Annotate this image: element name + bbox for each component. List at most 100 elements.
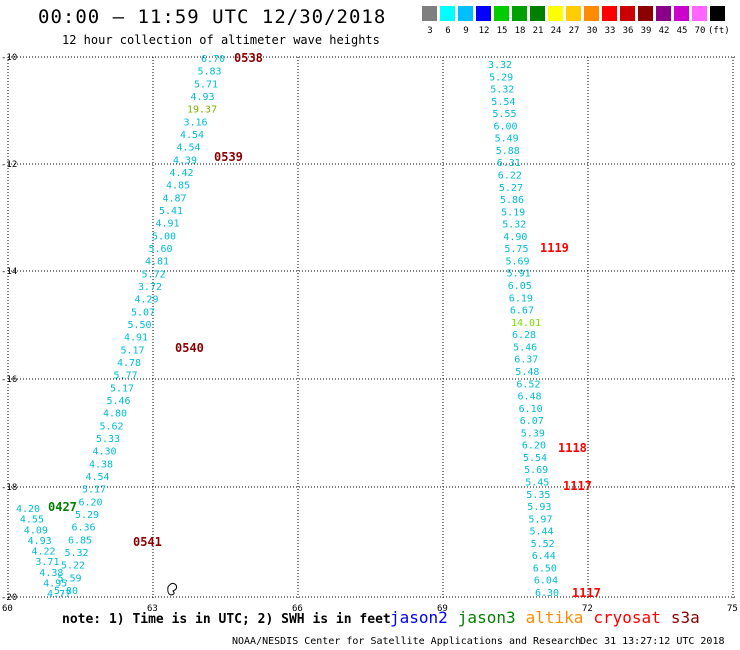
wave-height-value: 4.38 bbox=[39, 568, 63, 579]
altimeter-tracks: 6.705.835.714.9319.373.164.544.544.394.4… bbox=[16, 54, 559, 600]
wave-height-value: 5.00 bbox=[152, 231, 176, 242]
satellite-legend-item: altika bbox=[525, 608, 584, 627]
wave-height-value: 6.67 bbox=[510, 306, 534, 317]
wave-height-value: 5.48 bbox=[515, 367, 539, 378]
scale-label: 3 bbox=[427, 26, 433, 36]
scale-swatch bbox=[476, 6, 491, 21]
wave-height-value: 3.72 bbox=[138, 282, 162, 293]
page-subtitle: 12 hour collection of altimeter wave hei… bbox=[62, 33, 380, 47]
wave-height-value: 6.44 bbox=[532, 551, 556, 562]
wave-height-value: 5.91 bbox=[507, 269, 531, 280]
wave-height-value: 4.95 bbox=[43, 578, 67, 589]
wave-height-value: 4.22 bbox=[32, 547, 56, 558]
wave-height-value: 6.10 bbox=[519, 404, 543, 415]
wave-height-value: 5.49 bbox=[495, 134, 519, 145]
wave-height-value: 5.29 bbox=[75, 510, 99, 521]
wave-height-value: 5.55 bbox=[492, 109, 516, 120]
wave-height-value: 6.00 bbox=[494, 121, 518, 132]
satellite-legend: jason2 jason3 altika cryosat s3a bbox=[390, 608, 710, 627]
wave-height-value: 5.75 bbox=[504, 244, 528, 255]
wave-height-value: 5.52 bbox=[531, 539, 555, 550]
lon-label: 72 bbox=[582, 604, 593, 614]
lon-label: 63 bbox=[147, 604, 158, 614]
wave-height-value: 4.20 bbox=[16, 504, 40, 515]
scale-swatch bbox=[602, 6, 617, 21]
wave-height-value: 14.01 bbox=[511, 318, 541, 329]
scale-swatch bbox=[440, 6, 455, 21]
scale-swatch bbox=[656, 6, 671, 21]
wave-height-value: 4.90 bbox=[503, 232, 527, 243]
wave-height-value: 5.69 bbox=[524, 465, 548, 476]
pass-time-label: 0538 bbox=[234, 51, 263, 65]
wave-height-value: 5.72 bbox=[142, 269, 166, 280]
wave-height-value: 4.87 bbox=[163, 193, 187, 204]
scale-label: 21 bbox=[532, 26, 544, 36]
wave-height-value: 4.38 bbox=[89, 459, 113, 470]
wave-height-value: 6.85 bbox=[68, 535, 92, 546]
wave-height-value: 6.20 bbox=[522, 441, 546, 452]
wave-height-value: 6.37 bbox=[514, 355, 538, 366]
lon-label: 69 bbox=[437, 604, 448, 614]
wave-height-value: 5.22 bbox=[61, 561, 85, 572]
scale-label: 42 bbox=[658, 26, 670, 36]
scale-swatch bbox=[692, 6, 707, 21]
pass-time-label: 1117 bbox=[572, 586, 601, 600]
wave-height-value: 6.30 bbox=[535, 588, 559, 599]
timestamp-text: Dec 31 13:27:12 UTC 2018 bbox=[580, 636, 725, 647]
satellite-legend-item: cryosat bbox=[593, 608, 661, 627]
wave-height-value: 5.80 bbox=[54, 586, 78, 597]
wave-height-value: 4.81 bbox=[145, 257, 169, 268]
wave-height-value: 4.91 bbox=[124, 333, 148, 344]
scale-label: 6 bbox=[445, 26, 451, 36]
scale-label: 70 bbox=[694, 26, 706, 36]
wave-height-value: 3.32 bbox=[488, 60, 512, 71]
wave-height-value: 4.55 bbox=[20, 515, 44, 526]
wave-height-value: 6.52 bbox=[516, 379, 540, 390]
pass-time-label: 1117 bbox=[563, 479, 592, 493]
scale-swatch bbox=[422, 6, 437, 21]
scale-label: 33 bbox=[604, 26, 616, 36]
wave-height-value: 19.37 bbox=[187, 105, 217, 116]
scale-swatch bbox=[674, 6, 689, 21]
island-marker bbox=[167, 582, 178, 596]
wave-height-value: 5.86 bbox=[500, 195, 524, 206]
scale-swatch bbox=[458, 6, 473, 21]
scale-label: 30 bbox=[586, 26, 598, 36]
credit-text: NOAA/NESDIS Center for Satellite Applica… bbox=[232, 636, 582, 647]
wave-height-value: 4.54 bbox=[86, 472, 110, 483]
wave-height-value: 5.83 bbox=[198, 67, 222, 78]
wave-height-value: 6.70 bbox=[201, 54, 225, 65]
wave-height-value: 5.07 bbox=[131, 307, 155, 318]
pass-time-label: 1118 bbox=[558, 441, 587, 455]
scale-label: 39 bbox=[640, 26, 652, 36]
wave-height-value: 5.41 bbox=[159, 206, 183, 217]
scale-swatch bbox=[512, 6, 527, 21]
wave-height-value: 6.31 bbox=[497, 158, 521, 169]
wave-height-value: 5.33 bbox=[96, 434, 120, 445]
lat-label: -18 bbox=[1, 483, 17, 493]
wave-height-value: 5.46 bbox=[107, 396, 131, 407]
wave-height-value: 5.27 bbox=[499, 183, 523, 194]
wave-height-value: 5.88 bbox=[496, 146, 520, 157]
wave-height-value: 6.19 bbox=[509, 293, 533, 304]
wave-height-value: 5.77 bbox=[114, 371, 138, 382]
wave-height-value: 5.93 bbox=[527, 502, 551, 513]
scale-swatch bbox=[548, 6, 563, 21]
wave-height-value: 4.09 bbox=[24, 525, 48, 536]
lat-label: -20 bbox=[1, 593, 17, 603]
wave-height-value: 4.54 bbox=[180, 130, 204, 141]
wave-height-value: 6.28 bbox=[512, 330, 536, 341]
lon-label: 66 bbox=[292, 604, 303, 614]
wave-height-value: 5.17 bbox=[121, 345, 145, 356]
wave-height-value: 5.71 bbox=[194, 79, 218, 90]
wave-height-value: 4.91 bbox=[156, 219, 180, 230]
wave-height-value: 3.71 bbox=[35, 557, 59, 568]
wave-height-value: 5.59 bbox=[58, 573, 82, 584]
wave-height-value: 5.39 bbox=[521, 428, 545, 439]
pass-time-label: 0539 bbox=[214, 150, 243, 164]
scale-label: 9 bbox=[463, 26, 469, 36]
time-labels: 0538 0539 0540 0541 1119 1118 1117 1117 0427 bbox=[48, 51, 601, 600]
footer-note: note: 1) Time is in UTC; 2) SWH is in fe… bbox=[62, 612, 391, 627]
wave-height-value: 4.39 bbox=[173, 155, 197, 166]
